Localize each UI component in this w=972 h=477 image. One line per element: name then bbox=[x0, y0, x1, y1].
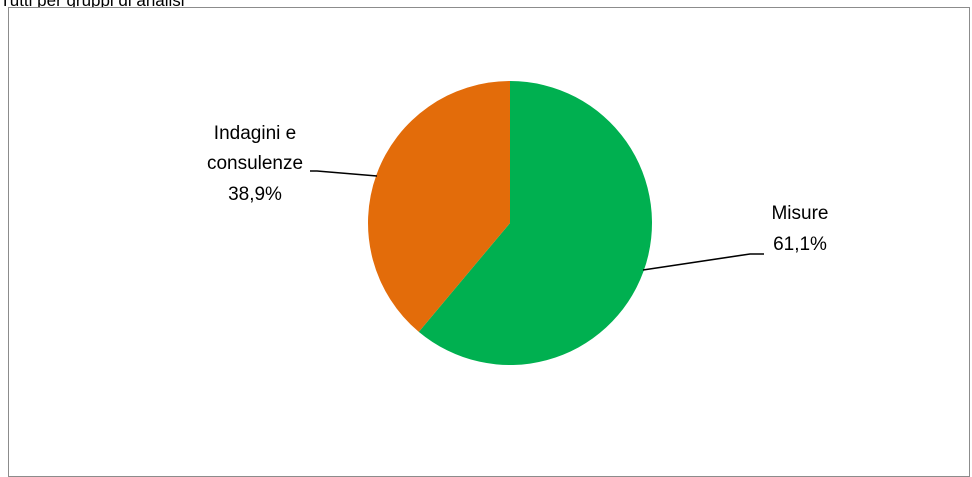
label-indagini-line2: consulenze bbox=[207, 153, 303, 174]
slice-indagini-consulenze bbox=[367, 81, 510, 332]
leader-line-indagini bbox=[310, 170, 378, 177]
top-caption: Tutti per gruppi di analisi bbox=[0, 0, 185, 10]
pie-slices bbox=[367, 81, 652, 365]
label-indagini-value: 38,9% bbox=[228, 184, 282, 205]
slice-misure bbox=[418, 81, 652, 365]
label-misure-value: 61,1% bbox=[773, 234, 827, 255]
leader-lines bbox=[310, 170, 764, 271]
pie-chart: Misure 61,1% Indagini e consulenze 38,9% bbox=[207, 81, 829, 365]
label-indagini-line1: Indagini e bbox=[214, 123, 296, 144]
leader-line-misure bbox=[642, 253, 764, 271]
label-misure-name: Misure bbox=[771, 203, 828, 224]
